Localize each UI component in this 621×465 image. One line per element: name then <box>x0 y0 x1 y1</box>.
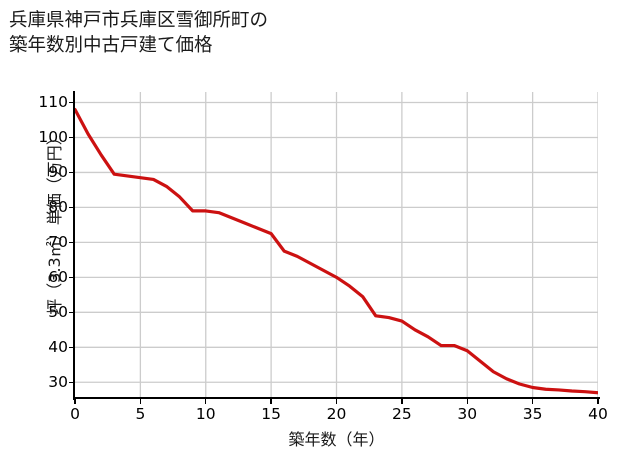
y-tick-label: 50 <box>48 303 68 322</box>
y-tick-label: 60 <box>48 268 68 287</box>
y-tick-mark <box>69 276 74 279</box>
plot-svg <box>75 92 598 398</box>
y-tick-mark <box>69 206 74 209</box>
y-tick-label: 100 <box>38 128 68 147</box>
data-line-series-0 <box>75 107 598 395</box>
y-tick-mark <box>69 381 74 383</box>
y-tick-label: 30 <box>48 373 68 392</box>
y-tick-mark <box>69 346 74 348</box>
y-tick-mark <box>69 101 74 104</box>
y-tick-label: 40 <box>48 338 68 357</box>
x-tick-mark <box>466 399 468 404</box>
x-tick-mark <box>335 399 338 404</box>
x-tick-label: 30 <box>457 405 478 423</box>
y-tick-label: 110 <box>38 93 68 112</box>
x-tick-mark <box>401 399 403 404</box>
y-axis-spine <box>73 91 76 400</box>
x-tick-mark <box>74 399 76 404</box>
y-tick-label: 70 <box>48 233 68 252</box>
gridlines-vertical <box>139 92 598 398</box>
y-tick-mark <box>69 311 74 313</box>
plot-area <box>75 92 598 398</box>
x-axis-spine <box>73 397 600 400</box>
x-tick-mark <box>531 399 534 404</box>
y-tick-mark <box>69 241 74 244</box>
y-tick-label: 90 <box>48 163 68 182</box>
y-axis-label: 坪（3.3㎡）単価（万円） <box>45 129 64 315</box>
x-tick-label: 35 <box>522 405 543 423</box>
x-axis-label: 築年数（年） <box>288 430 385 449</box>
chart-title: 兵庫県神戸市兵庫区雪御所町の 築年数別中古戸建て価格 <box>9 10 269 56</box>
x-tick-mark <box>270 399 272 404</box>
x-tick-label: 40 <box>588 405 608 423</box>
x-tick-label: 15 <box>261 405 281 423</box>
y-tick-mark <box>69 171 74 174</box>
x-tick-label: 0 <box>70 405 80 423</box>
y-tick-mark <box>69 136 74 139</box>
x-tick-label: 20 <box>326 405 347 423</box>
y-tick-label: 80 <box>48 198 68 217</box>
x-tick-mark <box>205 399 207 404</box>
x-tick-label: 25 <box>392 405 412 423</box>
x-tick-mark <box>597 399 599 404</box>
x-tick-label: 10 <box>195 405 216 423</box>
x-tick-mark <box>139 399 142 404</box>
x-tick-label: 5 <box>135 405 146 423</box>
